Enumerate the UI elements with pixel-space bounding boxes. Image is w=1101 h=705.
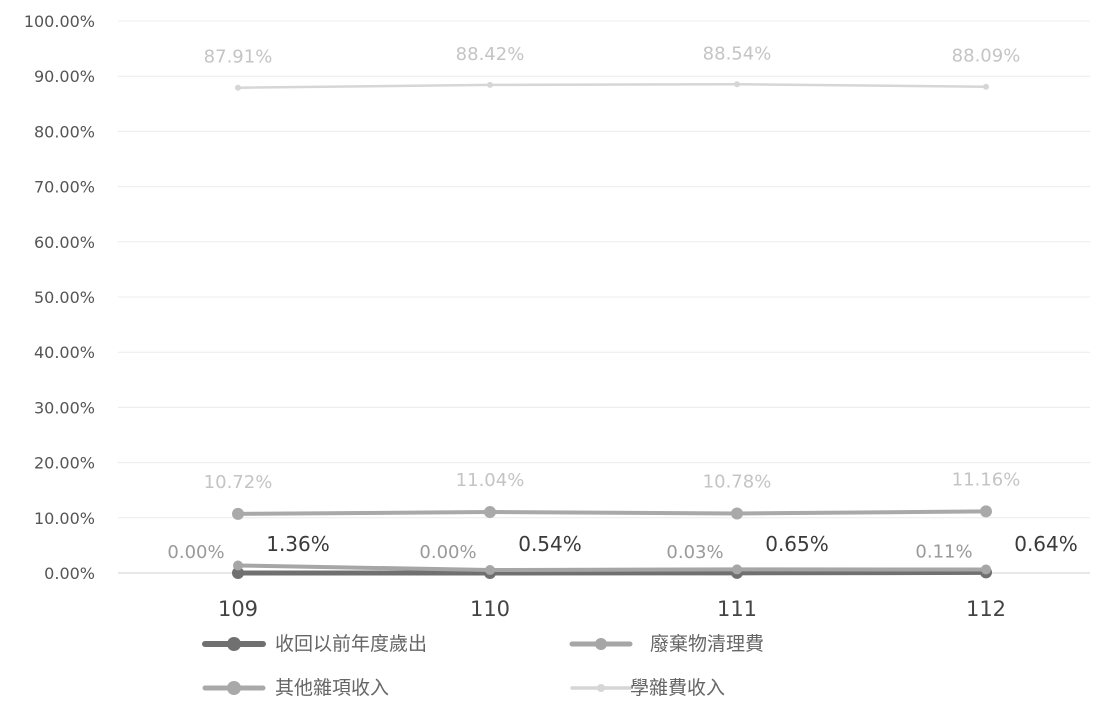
y-tick-label: 100.00%	[24, 12, 95, 31]
data-label: 0.03%	[666, 542, 723, 563]
data-point	[232, 508, 244, 520]
data-label: 10.78%	[703, 471, 772, 492]
y-tick-label: 10.00%	[34, 509, 95, 528]
legend-label: 收回以前年度歲出	[275, 633, 427, 655]
data-label: 88.54%	[703, 43, 772, 64]
data-label: 1.36%	[266, 532, 330, 556]
series-line	[238, 84, 986, 87]
legend-swatch-marker	[597, 684, 605, 692]
legend-swatch-marker	[227, 681, 241, 695]
legend-item: 其他雜項收入	[205, 677, 389, 699]
series-line	[238, 511, 986, 513]
data-point	[981, 564, 991, 574]
data-label: 0.64%	[1014, 532, 1078, 556]
y-tick-label: 50.00%	[34, 288, 95, 307]
y-tick-label: 20.00%	[34, 454, 95, 473]
y-axis: 0.00% 10.00% 20.00% 30.00% 40.00% 50.00% 60.00…	[24, 12, 95, 583]
legend-item: 收回以前年度歲出	[205, 633, 427, 655]
data-point	[732, 564, 742, 574]
legend-item: 廢棄物清理費	[572, 633, 764, 655]
data-label: 11.16%	[952, 469, 1021, 490]
legend-label: 廢棄物清理費	[650, 633, 764, 655]
data-point	[983, 84, 989, 90]
y-tick-label: 70.00%	[34, 178, 95, 197]
legend-label: 學雜費收入	[630, 677, 725, 699]
y-tick-label: 90.00%	[34, 67, 95, 86]
data-point	[233, 560, 243, 570]
data-label: 87.91%	[204, 47, 273, 68]
data-label: 11.04%	[456, 470, 525, 491]
data-label: 88.42%	[456, 44, 525, 65]
data-label: 0.00%	[419, 542, 476, 563]
x-tick-label: 109	[218, 597, 258, 621]
data-labels: 0.00% 0.00% 0.03% 0.11% 1.36% 0.54% 0.65% 0.64%…	[167, 43, 1077, 563]
series-line	[238, 572, 986, 573]
y-tick-label: 60.00%	[34, 233, 95, 252]
legend-label: 其他雜項收入	[275, 677, 389, 699]
y-tick-label: 80.00%	[34, 122, 95, 141]
data-point	[980, 505, 992, 517]
x-tick-label: 110	[470, 597, 510, 621]
data-label: 10.72%	[204, 472, 273, 493]
data-label: 88.09%	[952, 46, 1021, 67]
data-point	[734, 81, 740, 87]
legend-swatch-marker	[595, 638, 607, 650]
series-group	[232, 81, 992, 579]
legend-item: 學雜費收入	[572, 677, 725, 699]
data-point	[235, 85, 241, 91]
data-point	[485, 565, 495, 575]
data-point	[484, 506, 496, 518]
legend-swatch-marker	[227, 637, 241, 651]
data-label: 0.54%	[518, 532, 582, 556]
x-tick-label: 112	[966, 597, 1006, 621]
x-tick-label: 111	[717, 597, 757, 621]
y-tick-label: 30.00%	[34, 398, 95, 417]
data-label: 0.00%	[167, 542, 224, 563]
series-line	[238, 565, 986, 570]
data-point	[731, 507, 743, 519]
data-label: 0.11%	[915, 541, 972, 562]
y-tick-label: 0.00%	[44, 564, 95, 583]
x-axis: 109 110 111 112	[218, 597, 1006, 621]
data-point	[487, 82, 493, 88]
data-label: 0.65%	[765, 532, 829, 556]
y-tick-label: 40.00%	[34, 343, 95, 362]
